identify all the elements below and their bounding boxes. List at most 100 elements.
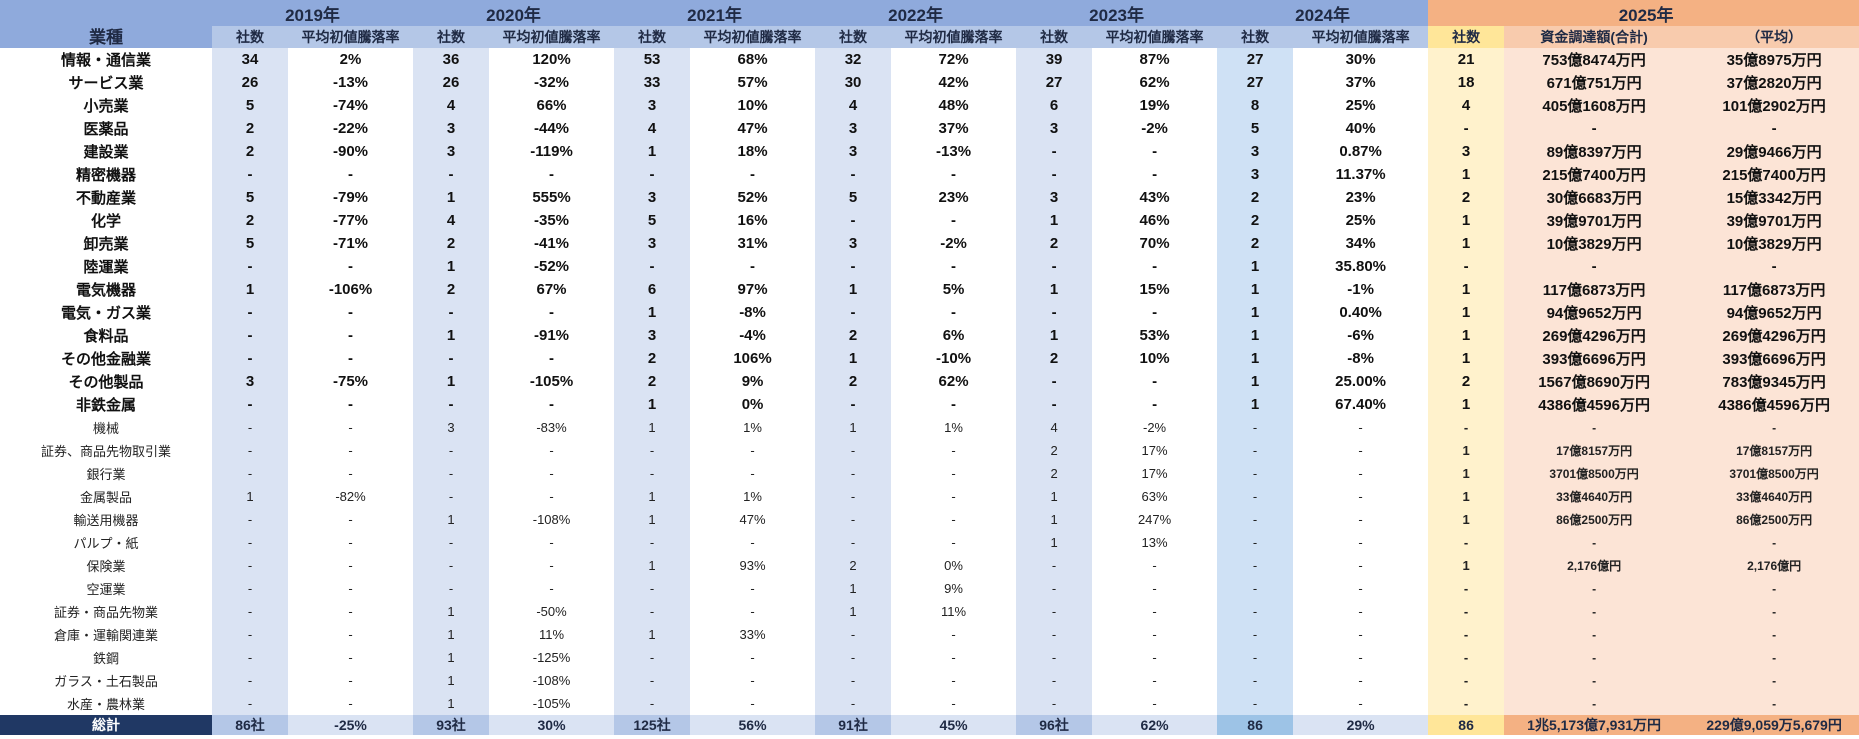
company-count-cell: - [614,255,691,278]
company-count-cell: 2 [1428,186,1505,209]
company-count-cell: - [413,462,490,485]
ipo-return-cell: -41% [489,232,615,255]
company-count-cell: 3 [1016,186,1093,209]
company-count-cell: - [1217,623,1294,646]
table-row: ガラス・土石製品 - -1 -108% - - - - - - - - - - - [0,669,1859,692]
company-count-cell: 1 [1428,163,1505,186]
ipo-return-cell: - [891,462,1017,485]
company-count-cell: 1 [1428,324,1505,347]
funding-total-cell: 2,176億円 [1504,554,1685,577]
ipo-return-cell: - [489,439,615,462]
company-count-cell: 1 [815,577,892,600]
ipo-return-cell: - [1092,301,1218,324]
funding-total-cell: 39億9701万円 [1504,209,1685,232]
ipo-return-cell: 5% [891,278,1017,301]
table-row: 陸運業 - -1 -52% - - - - - -1 35.80% - - - [0,255,1859,278]
ipo-return-cell: -74% [288,94,414,117]
ipo-return-cell: 23% [1293,186,1429,209]
ipo-return-cell: 40% [1293,117,1429,140]
company-count-cell: 3 [413,117,490,140]
ipo-return-cell: 6% [891,324,1017,347]
company-count-cell: - [1428,255,1505,278]
funding-average-cell: - [1684,255,1859,278]
ipo-return-cell: 1% [891,416,1017,439]
company-count-cell: - [212,692,288,715]
rate-header: 平均初値騰落率 [1293,26,1429,48]
company-count-cell: 30 [815,71,892,94]
ipo-return-cell: - [489,462,615,485]
company-count-cell: 3 [212,370,288,393]
ipo-return-cell: 67.40% [1293,393,1429,416]
ipo-return-cell: 15% [1092,278,1218,301]
company-count-cell: 1 [413,370,490,393]
industry-cell: 証券、商品先物取引業 [0,439,212,462]
ipo-return-cell: - [1293,669,1429,692]
funding-total-cell: 671億751万円 [1504,71,1685,94]
funding-average-cell: 3701億8500万円 [1684,462,1859,485]
company-count-cell: 3 [614,324,691,347]
company-count-cell: 3 [1428,140,1505,163]
ipo-return-cell: -22% [288,117,414,140]
funding-total-cell: 30億6683万円 [1504,186,1685,209]
company-count-cell: - [1217,646,1294,669]
table-row: 証券、商品先物取引業 - - - - - - - -2 17% - -1 17億8157万円 17億815… [0,439,1859,462]
company-count-cell: 3 [413,140,490,163]
ipo-return-cell: 1% [690,485,816,508]
table-row: 水産・農林業 - -1 -105% - - - - - - - - - - - [0,692,1859,715]
company-count-cell: 3 [413,416,490,439]
funding-total-cell: 215億7400万円 [1504,163,1685,186]
funding-average-cell: 2,176億円 [1684,554,1859,577]
ipo-return-cell: -90% [288,140,414,163]
ipo-return-cell: 25% [1293,209,1429,232]
ipo-return-cell: -1% [1293,278,1429,301]
company-count-cell: 2 [1217,209,1294,232]
ipo-return-cell: - [288,669,414,692]
company-count-cell: - [815,623,892,646]
company-count-cell: - [413,554,490,577]
company-count-cell: 1 [1217,278,1294,301]
industry-cell: 化学 [0,209,212,232]
ipo-return-cell: - [1092,370,1218,393]
company-count-cell: 1 [815,600,892,623]
company-count-cell: 2 [1016,232,1093,255]
funding-average-header: （平均） [1684,26,1859,48]
company-count-cell: 1 [1428,554,1505,577]
company-count-cell: - [212,163,288,186]
company-count-cell: 32 [815,48,892,71]
ipo-return-cell: - [489,485,615,508]
industry-cell: 卸売業 [0,232,212,255]
industry-cell: 輸送用機器 [0,508,212,531]
ipo-return-cell: - [288,347,414,370]
funding-total-cell: 753億8474万円 [1504,48,1685,71]
funding-total-cell: 17億8157万円 [1504,439,1685,462]
ipo-return-cell: - [288,600,414,623]
year-header-2019: 2019年 [212,0,414,26]
company-count-cell: 2 [1016,462,1093,485]
industry-cell: 銀行業 [0,462,212,485]
industry-cell: 空運業 [0,577,212,600]
ipo-return-cell: 9% [891,577,1017,600]
ipo-return-cell: - [1092,623,1218,646]
funding-average-cell: 86億2500万円 [1684,508,1859,531]
table-row: 化学 2 -77% 4 -35% 5 16% - -1 46% 2 25% 1 39億9701万円 39億9… [0,209,1859,232]
company-count-cell: 53 [614,48,691,71]
company-count-cell: - [1428,600,1505,623]
company-count-cell: 1 [614,140,691,163]
table-row: 卸売業 5 -71% 2 -41% 3 31% 3 -2% 2 70% 2 34% 1 10億3829万円 1… [0,232,1859,255]
total-rate-cell: 56% [690,715,816,735]
company-count-cell: - [614,163,691,186]
company-count-cell: 1 [614,393,691,416]
ipo-return-cell: 23% [891,186,1017,209]
ipo-return-cell: 0.40% [1293,301,1429,324]
company-count-cell: - [413,485,490,508]
company-count-cell: - [815,163,892,186]
ipo-return-cell: 57% [690,71,816,94]
company-count-cell: - [212,439,288,462]
ipo-return-cell: 52% [690,186,816,209]
company-count-cell: 1 [413,255,490,278]
total-count-cell: 93社 [413,715,490,735]
industry-cell: 電気機器 [0,278,212,301]
ipo-return-cell: - [1092,577,1218,600]
ipo-return-cell: -82% [288,485,414,508]
ipo-return-cell: - [288,554,414,577]
